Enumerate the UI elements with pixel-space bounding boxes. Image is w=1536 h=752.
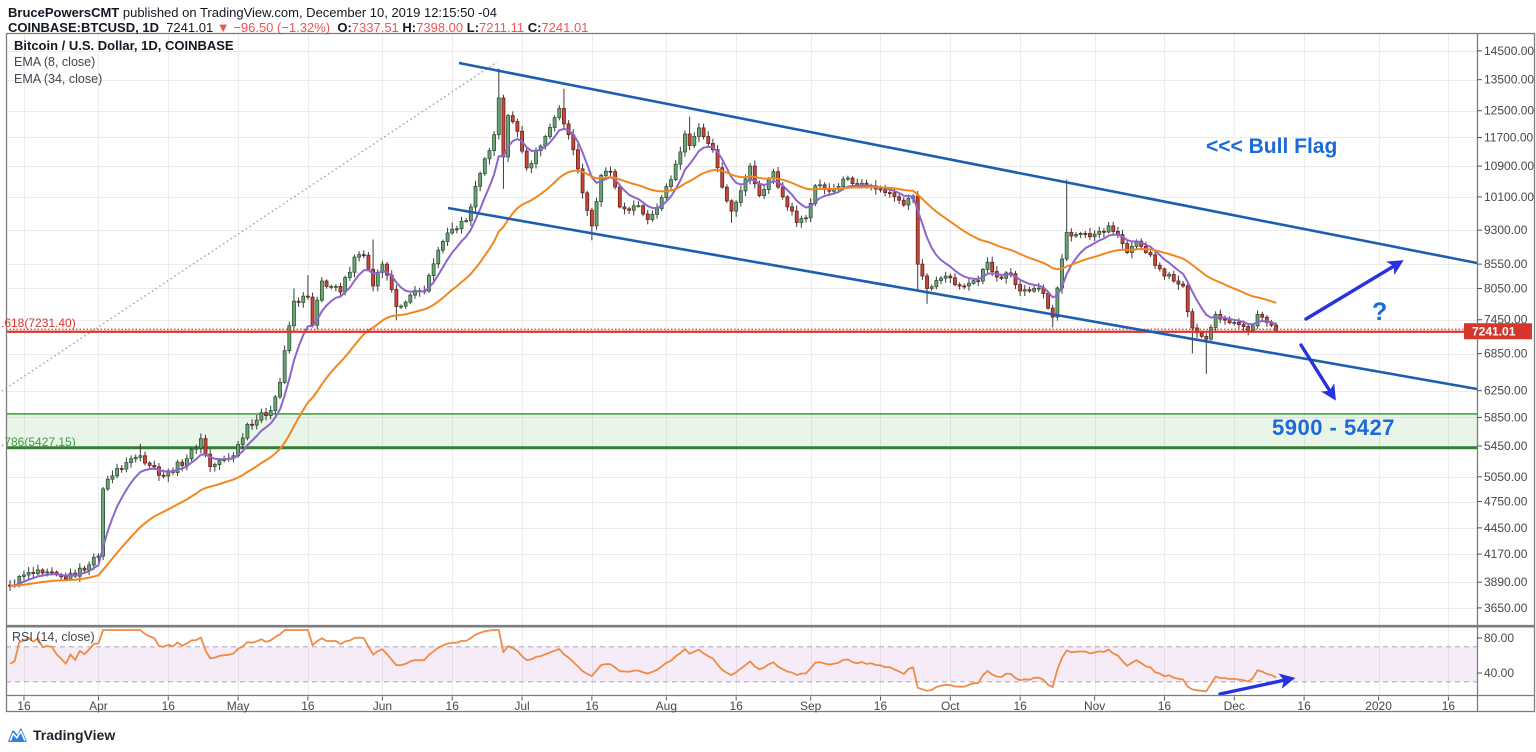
time-axis-label: 16 bbox=[874, 699, 888, 713]
question-mark-annotation[interactable]: ? bbox=[1372, 298, 1388, 326]
rsi-pane bbox=[6, 646, 1477, 683]
price-axis-label: 4750.00 bbox=[1484, 495, 1528, 509]
time-axis-label: 16 bbox=[1297, 699, 1311, 713]
price-axis-label: 8550.00 bbox=[1484, 257, 1528, 271]
header-text: 7241.01 bbox=[158, 20, 217, 35]
time-axis-label: 16 bbox=[1158, 699, 1172, 713]
price-axis-label: 12500.00 bbox=[1484, 104, 1534, 118]
price-axis-label: 11700.00 bbox=[1484, 130, 1533, 144]
time-axis-label: 2020 bbox=[1365, 699, 1392, 713]
publish-info: BrucePowersCMT published on TradingView.… bbox=[8, 5, 497, 20]
time-axis-label: 16 bbox=[585, 699, 599, 713]
footer-brand: TradingView bbox=[8, 727, 115, 743]
symbol-summary: COINBASE:BTCUSD, 1D 7241.01 ▼ −96.50 (−1… bbox=[8, 20, 588, 35]
time-axis-label: 16 bbox=[162, 699, 176, 713]
chart-legend-title[interactable]: Bitcoin / U.S. Dollar, 1D, COINBASE bbox=[14, 38, 234, 53]
header-text: O: bbox=[330, 20, 352, 35]
arrow-down-right[interactable] bbox=[1299, 343, 1336, 401]
price-axis-label: 3650.00 bbox=[1484, 601, 1528, 615]
ema8-line bbox=[9, 127, 1277, 587]
fib-618-label: .618(7231.40) bbox=[1, 316, 76, 330]
time-axis-label: May bbox=[227, 699, 250, 713]
price-axis-label: 5450.00 bbox=[1484, 439, 1528, 453]
price-axis-label: 4170.00 bbox=[1484, 547, 1528, 561]
header-text: L: bbox=[463, 20, 480, 35]
price-axis-label: 5850.00 bbox=[1484, 410, 1528, 424]
arrow-up-right[interactable] bbox=[1304, 260, 1404, 321]
arrow-rsi[interactable] bbox=[1218, 673, 1296, 696]
time-axis-label: Jun bbox=[373, 699, 392, 713]
time-axis[interactable]: 16 Apr 16 May 16 Jun 16 Jul 16 Aug 16 Sep 16 Oct 16 Nov… bbox=[17, 696, 1456, 714]
legend-ema34[interactable]: EMA (34, close) bbox=[14, 72, 103, 86]
time-axis-label: Jul bbox=[514, 699, 529, 713]
price-axis-label: 9300.00 bbox=[1484, 223, 1528, 237]
header-text: H: bbox=[398, 20, 417, 35]
price-axis-label: 13500.00 bbox=[1484, 73, 1534, 87]
rsi-indicator-label[interactable]: RSI (14, close) bbox=[12, 630, 95, 644]
brand-name: TradingView bbox=[33, 727, 116, 743]
time-axis-label: Dec bbox=[1224, 699, 1245, 713]
price-axis-label: 10100.00 bbox=[1484, 190, 1534, 204]
channel-top-trendline[interactable] bbox=[458, 61, 1478, 265]
last-price-badge bbox=[1464, 323, 1532, 340]
header-text: ▼ −96.50 (−1.32%) bbox=[216, 20, 331, 35]
price-axis[interactable]: 14500.00 13500.00 12500.00 11700.00 10900.00… bbox=[1464, 44, 1534, 615]
header-text: 7211.11 bbox=[479, 20, 525, 35]
time-axis-label: 16 bbox=[730, 699, 744, 713]
time-axis-label: Aug bbox=[656, 699, 677, 713]
tradingview-logo-icon bbox=[8, 727, 27, 742]
time-axis-label: 16 bbox=[1442, 699, 1456, 713]
time-axis-label: 16 bbox=[301, 699, 315, 713]
diagonal-dotted-trendline[interactable] bbox=[1, 61, 498, 392]
price-axis-label: 8050.00 bbox=[1484, 281, 1528, 295]
header-text: 7241.01 bbox=[541, 20, 589, 35]
rsi-line bbox=[9, 629, 1277, 693]
bull-flag-annotation[interactable]: <<< Bull Flag bbox=[1206, 135, 1338, 158]
gridlines bbox=[6, 34, 1477, 695]
channel-bottom-trendline[interactable] bbox=[447, 206, 1478, 391]
header-text: 7398.00 bbox=[416, 20, 464, 35]
header-text: COINBASE:BTCUSD, 1D bbox=[8, 20, 159, 35]
header-text: published on TradingView.com, December 1… bbox=[119, 5, 497, 20]
target-range-annotation[interactable]: 5900 - 5427 bbox=[1272, 415, 1395, 440]
time-axis-label: 16 bbox=[1013, 699, 1027, 713]
rsi-axis-label: 40.00 bbox=[1484, 666, 1514, 680]
time-axis-label: Nov bbox=[1084, 699, 1105, 713]
header-text: 7337.51 bbox=[351, 20, 399, 35]
pane-borders bbox=[5, 32, 1536, 713]
fib-618-line[interactable] bbox=[6, 328, 1477, 333]
price-axis-label: 4450.00 bbox=[1484, 521, 1528, 535]
time-axis-label: Oct bbox=[941, 699, 960, 713]
time-axis-label: Sep bbox=[800, 699, 822, 713]
legend-ema8[interactable]: EMA (8, close) bbox=[14, 55, 96, 69]
price-axis-label: 10900.00 bbox=[1484, 159, 1534, 173]
time-axis-label: 16 bbox=[17, 699, 31, 713]
price-axis-label: 3890.00 bbox=[1484, 575, 1528, 589]
fib-786-label: .786(5427.15) bbox=[1, 435, 76, 449]
header-text: C: bbox=[524, 20, 542, 35]
price-axis-label: 14500.00 bbox=[1484, 44, 1534, 58]
header-text: BrucePowersCMT bbox=[8, 5, 120, 20]
rsi-axis[interactable]: 80.00 40.00 bbox=[1477, 631, 1514, 680]
price-axis-label: 6850.00 bbox=[1484, 347, 1528, 361]
price-axis-label: 5050.00 bbox=[1484, 470, 1528, 484]
rsi-axis-label: 80.00 bbox=[1484, 631, 1514, 645]
last-price-badge-text: 7241.01 bbox=[1472, 325, 1516, 339]
time-axis-label: 16 bbox=[446, 699, 460, 713]
fib-zone[interactable] bbox=[6, 413, 1477, 450]
price-axis-label: 6250.00 bbox=[1484, 384, 1528, 398]
time-axis-label: Apr bbox=[89, 699, 108, 713]
ema34-line bbox=[9, 169, 1277, 587]
